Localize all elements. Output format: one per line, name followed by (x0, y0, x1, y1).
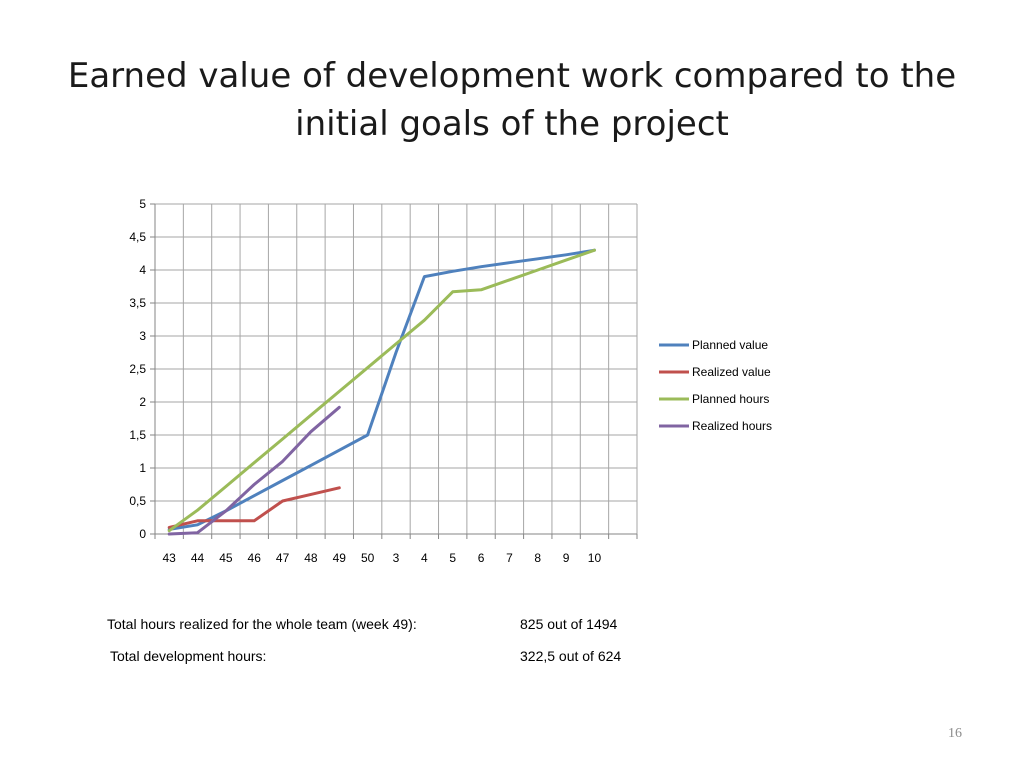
y-tick-label: 4 (139, 263, 146, 277)
x-tick-label: 48 (304, 551, 318, 565)
slide-title: Earned value of development work compare… (60, 52, 964, 148)
series-line-realized-value (167, 486, 341, 529)
y-tick-label: 0 (139, 527, 146, 541)
x-tick-label: 7 (506, 551, 513, 565)
x-tick-label: 46 (248, 551, 262, 565)
x-tick-label: 49 (333, 551, 347, 565)
y-tick-label: 4,5 (129, 230, 146, 244)
x-tick-label: 45 (219, 551, 233, 565)
stat-label: Total hours realized for the whole team … (107, 616, 417, 632)
stat-label: Total development hours: (110, 648, 267, 664)
y-tick-label: 1,5 (129, 428, 146, 442)
x-tick-label: 50 (361, 551, 375, 565)
series-line-planned-value (167, 248, 596, 531)
stat-value: 322,5 out of 624 (520, 648, 622, 664)
slide-title-line-1: Earned value of development work compare… (67, 56, 957, 96)
y-tick-label: 3 (139, 329, 146, 343)
y-tick-label: 3,5 (129, 296, 146, 310)
legend-label: Planned value (692, 338, 768, 352)
x-tick-label: 5 (449, 551, 456, 565)
legend-label: Realized hours (692, 419, 772, 433)
page-number: 16 (948, 726, 962, 741)
y-tick-label: 0,5 (129, 494, 146, 508)
legend-label: Realized value (692, 365, 771, 379)
x-tick-label: 43 (162, 551, 176, 565)
x-tick-label: 10 (588, 551, 602, 565)
series-line-realized-hours (167, 405, 341, 536)
stat-value: 825 out of 1494 (520, 616, 618, 632)
y-tick-label: 2,5 (129, 362, 146, 376)
y-tick-label: 2 (139, 395, 146, 409)
x-tick-label: 44 (191, 551, 205, 565)
x-tick-label: 3 (393, 551, 400, 565)
x-tick-label: 6 (478, 551, 485, 565)
legend-label: Planned hours (692, 392, 769, 406)
y-tick-label: 1 (139, 461, 146, 475)
x-tick-label: 4 (421, 551, 428, 565)
x-tick-label: 8 (534, 551, 541, 565)
slide-title-line-2: initial goals of the project (295, 104, 729, 144)
y-tick-label: 5 (139, 197, 146, 211)
x-tick-label: 9 (563, 551, 570, 565)
series-line-planned-hours (167, 248, 596, 533)
x-tick-label: 47 (276, 551, 290, 565)
